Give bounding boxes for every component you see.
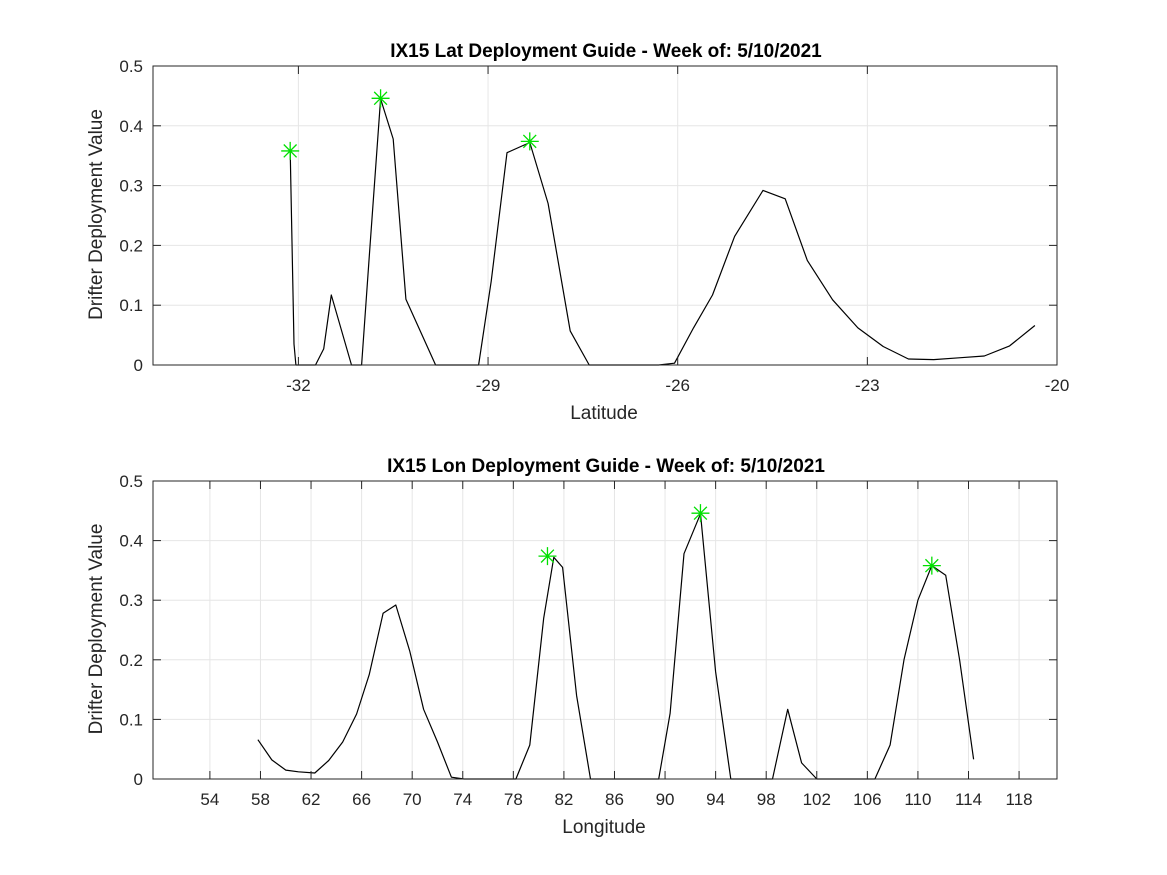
lat-y-tick-label: 0.3: [119, 177, 143, 196]
lon-x-tick-label: 94: [706, 790, 725, 809]
lon-x-tick-label: 58: [251, 790, 270, 809]
lon-x-tick-label: 90: [656, 790, 675, 809]
lon-x-tick-label: 70: [403, 790, 422, 809]
lat-peak-marker: [520, 132, 539, 151]
lon-y-axis-label: Drifter Deployment Value: [86, 524, 107, 735]
lon-peak-marker: [538, 547, 557, 566]
lon-axes-box: [152, 480, 1058, 780]
lon-x-tick-label: 66: [352, 790, 371, 809]
lon-y-tick-label: 0.5: [119, 472, 143, 491]
lat-y-axis-label: Drifter Deployment Value: [86, 109, 107, 320]
lon-x-tick-label: 118: [1006, 790, 1033, 809]
lon-x-axis-label: Longitude: [562, 817, 645, 838]
lat-peak-marker: [281, 141, 300, 160]
lat-series-line: [289, 98, 1036, 366]
lon-x-tick-label: 78: [504, 790, 523, 809]
lon-x-tick-label: 54: [200, 790, 219, 809]
lat-plot-area: [153, 66, 1057, 365]
lon-plot-area: [153, 481, 1057, 779]
lat-x-tick-label: -20: [1045, 376, 1070, 395]
lon-x-tick-label: 82: [554, 790, 573, 809]
lat-x-axis-label: Latitude: [570, 403, 638, 424]
lon-x-tick-label: 106: [853, 790, 881, 809]
lon-x-tick-label: 102: [803, 790, 831, 809]
lat-y-tick-label: 0.5: [119, 57, 143, 76]
lat-y-tick-label: 0.1: [119, 296, 143, 315]
lon-y-tick-label: 0.2: [119, 651, 143, 670]
lat-peak-marker: [371, 89, 390, 108]
lat-x-tick-label: -29: [476, 376, 501, 395]
lon-chart-panel: 54 58 62 66 70 74 78 82 86 90 94 98 102 106 110 114 118 0…: [86, 456, 1058, 838]
lat-x-tick-label: -23: [855, 376, 880, 395]
lat-y-tick-label: 0.2: [119, 236, 143, 255]
lon-series-line: [257, 513, 975, 780]
lon-x-tick-label: 74: [453, 790, 472, 809]
lon-y-tick-label: 0.1: [119, 710, 143, 729]
lon-x-tick-label: 62: [302, 790, 321, 809]
lon-y-tick-label: 0.3: [119, 591, 143, 610]
lat-chart-panel: -32 -29 -26 -23 -20 0 0.1 0.2 0.3 0.4 0.5 IX15 Lat …: [86, 41, 1069, 424]
lon-peak-marker: [922, 556, 941, 575]
lat-x-tick-label: -26: [665, 376, 690, 395]
lat-x-tick-label: -32: [286, 376, 311, 395]
lat-y-tick-label: 0: [134, 356, 143, 375]
lat-axes-box: [152, 65, 1058, 366]
lon-y-tick-label: 0.4: [119, 532, 143, 551]
lon-x-tick-label: 114: [955, 790, 982, 809]
lat-chart-title: IX15 Lat Deployment Guide - Week of: 5/1…: [390, 41, 822, 62]
lat-y-tick-label: 0.4: [119, 117, 143, 136]
lon-x-tick-label: 86: [605, 790, 624, 809]
lon-y-tick-label: 0: [134, 770, 143, 789]
lon-x-tick-label: 98: [757, 790, 776, 809]
lon-peak-marker: [691, 504, 710, 523]
lon-chart-title: IX15 Lon Deployment Guide - Week of: 5/1…: [387, 456, 825, 477]
lon-x-tick-label: 110: [904, 790, 931, 809]
